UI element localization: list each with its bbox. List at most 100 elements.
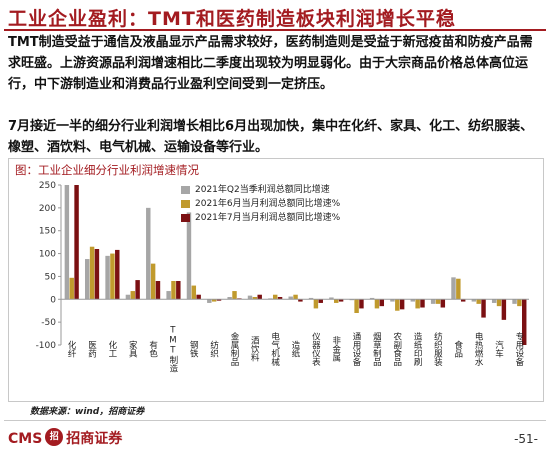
legend-label-q2: 2021年Q2当季利润总额同比增速 xyxy=(195,185,330,195)
bar-s2-3 xyxy=(135,280,140,300)
bar-s2-20 xyxy=(481,299,486,318)
y-tick-label: -100 xyxy=(36,341,57,351)
x-tick-label: 通用设备 xyxy=(351,331,361,367)
bar-s2-13 xyxy=(338,299,344,302)
bar-s2-1 xyxy=(94,249,100,300)
bar-s0-11 xyxy=(288,296,293,300)
bar-s0-16 xyxy=(390,299,395,302)
page-title: 工业企业盈利：TMT和医药制造板块利润增长平稳 xyxy=(8,8,456,30)
legend-entry-june: 2021年6月当月利润总额同比增速% xyxy=(181,197,340,211)
bar-s1-11 xyxy=(293,294,298,300)
bar-s2-11 xyxy=(298,299,303,302)
x-tick-label: 造纸印刷 xyxy=(412,331,422,367)
bar-s1-10 xyxy=(272,294,278,300)
bar-s2-6 xyxy=(196,294,201,300)
bar-s1-20 xyxy=(476,299,481,304)
bar-s1-2 xyxy=(110,253,115,300)
y-tick-label: 50 xyxy=(45,272,57,282)
summary-paragraph-2: 7月接近一半的细分行业利润增长相比6月出现加快，集中在化纤、家具、化工、纺织服装… xyxy=(8,119,534,155)
data-source-note: 数据来源：wind，招商证券 xyxy=(30,407,145,417)
legend-entry-q2: 2021年Q2当季利润总额同比增速 xyxy=(181,183,340,197)
bar-s0-4 xyxy=(146,207,151,300)
bar-s1-14 xyxy=(354,299,359,313)
x-tick-label: 家具 xyxy=(127,340,137,359)
bar-s0-22 xyxy=(512,299,517,304)
bar-s1-22 xyxy=(517,299,522,307)
logo-text: CMS xyxy=(8,431,43,447)
bar-s2-17 xyxy=(420,299,425,308)
bar-s2-21 xyxy=(501,299,507,320)
bar-s0-20 xyxy=(471,299,477,302)
bar-s1-1 xyxy=(89,246,95,300)
company-logo: CMS 招招商证券 xyxy=(8,428,122,448)
x-tick-label: 纺织 xyxy=(209,340,219,359)
bar-s0-9 xyxy=(247,295,253,300)
bar-s0-21 xyxy=(491,299,497,303)
bar-s2-0 xyxy=(74,185,79,300)
bar-s0-3 xyxy=(125,294,131,300)
bar-chart: -100-50050100150200250化纤 医药 化工 家具 有色 TMT制造 钢铁纺… xyxy=(36,181,529,374)
bar-s0-7 xyxy=(207,299,212,303)
x-tick-label: 非金属 xyxy=(331,336,341,363)
summary-paragraph-1: TMT制造受益于通信及液晶显示产品需求较好，医药制造则是受益于新冠疫苗和防疫产品… xyxy=(8,35,533,92)
x-tick-label: 汽车 xyxy=(493,340,503,359)
bar-s1-16 xyxy=(395,299,400,311)
bar-s2-4 xyxy=(155,281,161,300)
bar-s1-12 xyxy=(313,299,319,309)
y-tick-label: -50 xyxy=(41,318,56,328)
bar-s2-7 xyxy=(216,299,222,301)
x-tick-label: 电热燃水 xyxy=(473,331,483,366)
bar-s2-9 xyxy=(257,294,262,300)
logo-mark-icon: 招 xyxy=(45,428,64,446)
bar-s1-5 xyxy=(171,281,176,300)
bar-s1-3 xyxy=(130,291,135,300)
bar-s0-13 xyxy=(329,297,334,300)
bar-s2-16 xyxy=(399,299,405,310)
x-tick-label: 酒饮料 xyxy=(249,336,259,362)
bar-s0-5 xyxy=(166,291,171,300)
bar-s2-14 xyxy=(359,299,364,309)
bar-s2-2 xyxy=(115,249,120,300)
bar-s0-15 xyxy=(369,297,375,300)
y-tick-label: 200 xyxy=(39,204,56,214)
x-tick-label: 仪器仪表 xyxy=(310,332,320,367)
x-tick-label: 有色 xyxy=(148,340,158,358)
bar-s1-18 xyxy=(435,299,441,304)
bar-s0-0 xyxy=(64,185,70,300)
bar-s1-0 xyxy=(69,277,74,300)
x-tick-label: 金属制品 xyxy=(229,331,239,367)
x-tick-label: 医药 xyxy=(87,341,97,359)
bar-s0-19 xyxy=(451,277,456,300)
bar-s2-15 xyxy=(379,299,385,307)
bar-s2-12 xyxy=(318,299,323,303)
legend-swatch-june xyxy=(181,200,190,208)
bar-s1-21 xyxy=(496,299,502,307)
bar-s1-9 xyxy=(252,297,258,300)
x-tick-label: TMT制造 xyxy=(168,326,178,374)
bar-s2-18 xyxy=(440,299,446,308)
bar-s1-17 xyxy=(415,299,420,309)
bar-s2-22 xyxy=(522,299,527,345)
chart-legend: 2021年Q2当季利润总额同比增速 2021年6月当月利润总额同比增速% 202… xyxy=(181,183,340,225)
title-divider xyxy=(4,29,546,31)
bar-s0-17 xyxy=(410,299,416,302)
bar-s1-7 xyxy=(211,299,217,302)
bar-s1-19 xyxy=(456,278,461,300)
x-tick-label: 烟草制品 xyxy=(371,332,381,367)
legend-entry-july: 2021年7月当月利润总额同比增速% xyxy=(181,211,340,225)
footer-divider xyxy=(4,420,546,421)
x-tick-label: 纺织服装 xyxy=(432,331,442,367)
y-tick-label: 100 xyxy=(39,250,56,260)
bar-s1-8 xyxy=(232,291,237,300)
page-number: -51- xyxy=(514,432,538,446)
x-tick-label: 钢铁 xyxy=(188,340,198,359)
y-tick-label: 150 xyxy=(39,227,56,237)
bar-s1-6 xyxy=(191,285,197,300)
figure-caption: 图：工业企业细分行业利润增速情况 xyxy=(15,163,199,177)
x-tick-label: 造纸 xyxy=(290,340,300,359)
bar-s0-8 xyxy=(227,297,232,300)
y-tick-label: 250 xyxy=(39,181,56,191)
chart-container: 图：工业企业细分行业利润增速情况 -100 -50 0 50 100 150 200 250 化… xyxy=(8,158,544,402)
bar-s0-2 xyxy=(105,255,110,300)
bar-s2-10 xyxy=(277,297,283,300)
